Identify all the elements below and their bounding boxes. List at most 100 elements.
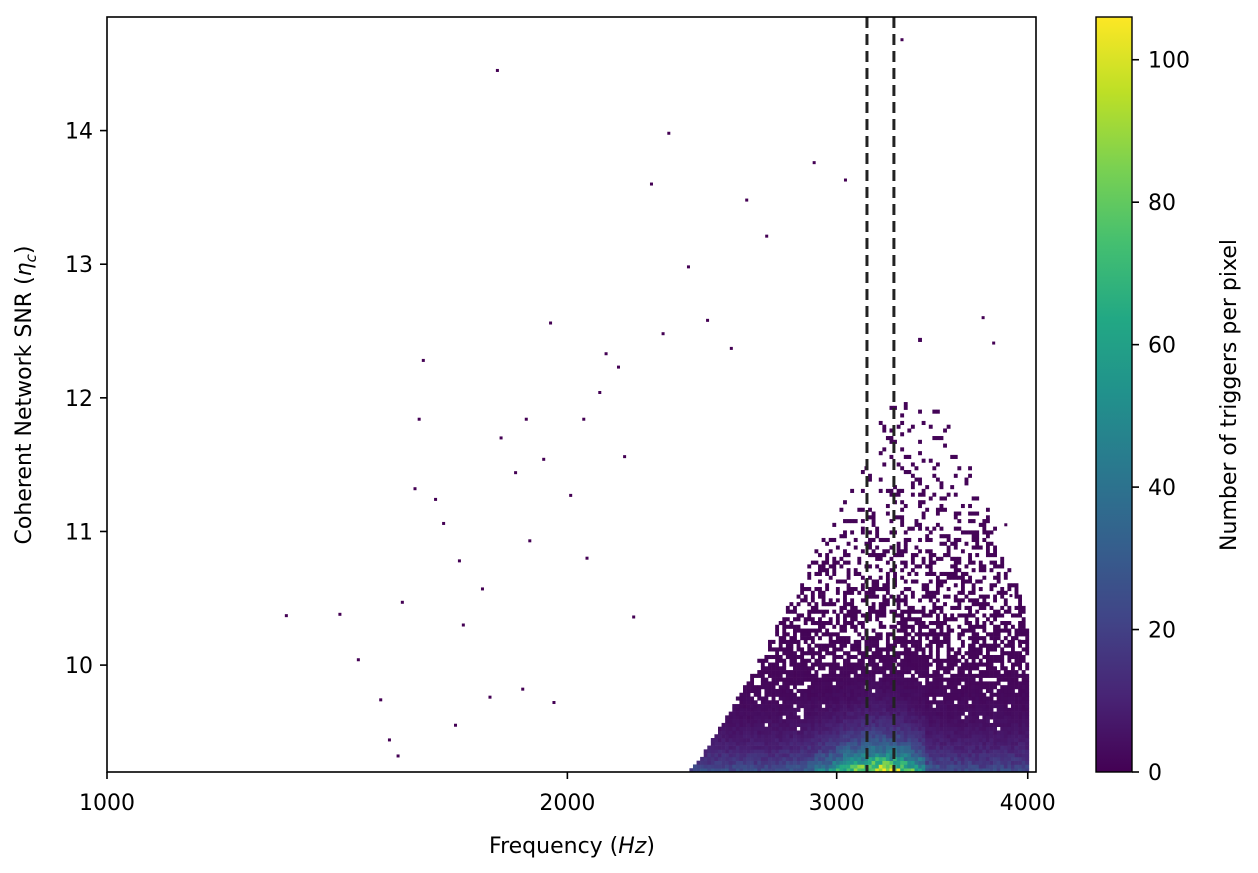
density-cell xyxy=(968,590,972,595)
density-cell xyxy=(860,613,865,618)
density-cell xyxy=(953,583,958,588)
density-cell xyxy=(843,617,847,622)
density-cell xyxy=(853,617,858,622)
density-cell xyxy=(953,681,958,686)
density-cell xyxy=(889,707,894,712)
density-cell xyxy=(932,685,937,690)
density-cell xyxy=(750,696,755,701)
density-cell xyxy=(821,730,826,735)
density-cell xyxy=(982,568,987,573)
density-cell xyxy=(871,643,876,648)
density-cell xyxy=(710,764,715,769)
sparse-point xyxy=(524,417,528,421)
density-cell xyxy=(975,647,980,652)
density-cell xyxy=(918,715,922,720)
density-cell xyxy=(860,715,865,720)
density-cell xyxy=(896,605,901,610)
density-cell xyxy=(771,756,776,761)
density-cell xyxy=(743,696,747,701)
density-cell xyxy=(850,662,855,667)
density-cell xyxy=(778,764,783,769)
density-cell xyxy=(864,541,869,546)
density-cell xyxy=(782,685,787,690)
density-cell xyxy=(921,613,926,618)
density-cell xyxy=(832,692,837,697)
density-cell xyxy=(939,507,944,512)
density-cell xyxy=(807,564,812,569)
density-cell xyxy=(785,673,790,678)
density-cell xyxy=(935,741,940,746)
density-cell xyxy=(925,685,930,690)
density-cell xyxy=(935,760,940,765)
density-cell xyxy=(1000,764,1005,769)
density-cell xyxy=(953,556,958,561)
density-cell xyxy=(843,560,847,565)
density-cell xyxy=(778,639,783,644)
density-cell xyxy=(821,707,826,712)
density-cell xyxy=(825,764,830,769)
density-cell xyxy=(996,571,1001,576)
sparse-points xyxy=(284,38,1021,758)
density-cell xyxy=(832,537,837,543)
density-cell xyxy=(850,749,855,754)
density-cell xyxy=(989,722,994,727)
density-cell xyxy=(878,738,883,743)
sparse-point xyxy=(981,316,985,320)
density-cell xyxy=(703,756,708,761)
density-cell xyxy=(750,730,755,735)
density-cell xyxy=(868,594,872,599)
density-cell xyxy=(853,711,858,716)
density-cell xyxy=(914,658,919,663)
density-cell xyxy=(782,636,787,641)
density-cell xyxy=(814,651,819,656)
density-cell xyxy=(796,741,801,746)
density-cell xyxy=(810,726,815,731)
density-cell xyxy=(1010,711,1015,716)
density-cell xyxy=(921,647,926,652)
density-cell xyxy=(907,639,912,644)
sparse-point xyxy=(488,695,492,699)
density-cell xyxy=(785,670,790,675)
density-cell xyxy=(1018,632,1022,637)
density-cell xyxy=(785,764,790,769)
density-cell xyxy=(878,704,883,709)
density-cell xyxy=(968,651,972,656)
density-cell xyxy=(993,624,997,629)
density-cell xyxy=(882,681,887,686)
density-cell xyxy=(889,688,894,694)
density-cell xyxy=(835,579,840,584)
density-cell xyxy=(968,681,972,686)
density-cell xyxy=(853,568,858,573)
density-cell xyxy=(846,745,851,750)
density-cell xyxy=(785,696,790,701)
density-cell xyxy=(782,722,787,727)
density-cell xyxy=(782,707,787,712)
density-cell xyxy=(1003,609,1008,614)
density-cell xyxy=(968,466,972,471)
density-cell xyxy=(703,760,708,765)
density-cell xyxy=(1025,745,1030,750)
density-cell xyxy=(896,700,901,705)
density-cell xyxy=(885,571,890,576)
density-cell xyxy=(843,685,847,690)
density-cell xyxy=(832,719,837,724)
density-cell xyxy=(918,764,922,769)
density-cell xyxy=(957,511,962,516)
density-cell xyxy=(878,753,883,758)
density-cell xyxy=(839,688,844,694)
density-cell xyxy=(778,673,783,678)
density-cell xyxy=(910,745,915,750)
density-cell xyxy=(953,711,958,716)
density-cell xyxy=(825,677,830,682)
density-cell xyxy=(910,719,915,724)
density-cell xyxy=(935,613,940,618)
density-cell xyxy=(964,677,969,682)
density-cell xyxy=(910,526,915,531)
density-cell xyxy=(853,643,858,648)
density-cell xyxy=(939,481,944,486)
density-cell xyxy=(882,719,887,724)
density-cell xyxy=(850,764,855,769)
density-cell xyxy=(957,692,962,697)
sparse-point xyxy=(729,346,733,350)
density-cell xyxy=(1010,756,1015,761)
